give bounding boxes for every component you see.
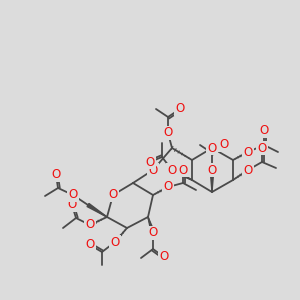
Text: O: O [176, 103, 184, 116]
Text: O: O [68, 188, 78, 202]
Polygon shape [171, 168, 192, 180]
Text: O: O [243, 146, 253, 158]
Text: O: O [148, 164, 158, 176]
Text: O: O [219, 139, 229, 152]
Text: O: O [243, 164, 253, 176]
Text: O: O [257, 142, 267, 154]
Text: O: O [110, 236, 120, 248]
Polygon shape [210, 170, 214, 192]
Text: O: O [164, 181, 172, 194]
Text: O: O [178, 164, 188, 176]
Text: O: O [159, 250, 169, 263]
Text: O: O [260, 124, 268, 137]
Text: O: O [85, 238, 94, 251]
Text: O: O [85, 218, 94, 232]
Text: O: O [207, 142, 217, 154]
Text: O: O [108, 188, 118, 202]
Text: O: O [68, 199, 76, 212]
Polygon shape [87, 203, 107, 217]
Text: O: O [207, 164, 217, 176]
Text: O: O [51, 169, 61, 182]
Text: O: O [146, 155, 154, 169]
Text: O: O [167, 164, 177, 176]
Polygon shape [148, 217, 155, 233]
Text: O: O [164, 127, 172, 140]
Text: O: O [148, 226, 158, 239]
